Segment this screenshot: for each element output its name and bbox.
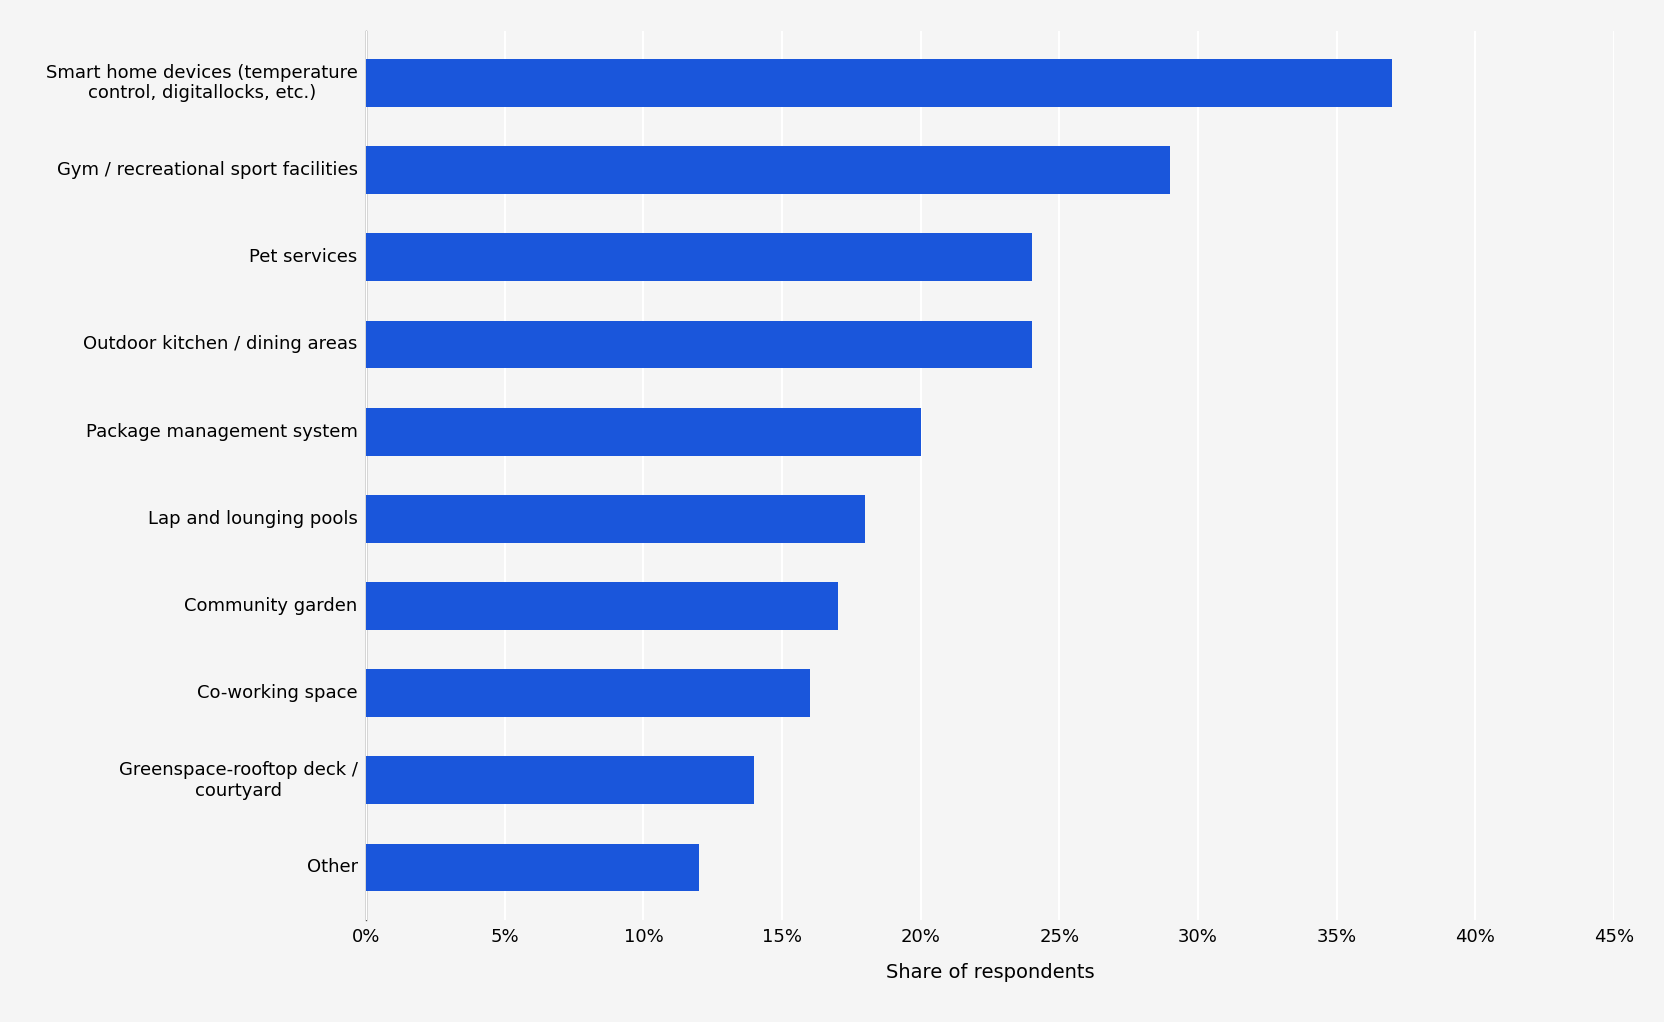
Bar	[366, 756, 754, 804]
Bar	[366, 582, 837, 630]
Bar	[366, 321, 1032, 369]
X-axis label: Share of respondents: Share of respondents	[885, 963, 1095, 982]
Bar	[366, 669, 810, 717]
Bar	[366, 233, 1032, 281]
Bar	[366, 843, 699, 891]
Bar	[366, 59, 1393, 107]
Bar	[366, 146, 1170, 194]
Bar	[366, 408, 920, 456]
Bar	[366, 495, 865, 543]
